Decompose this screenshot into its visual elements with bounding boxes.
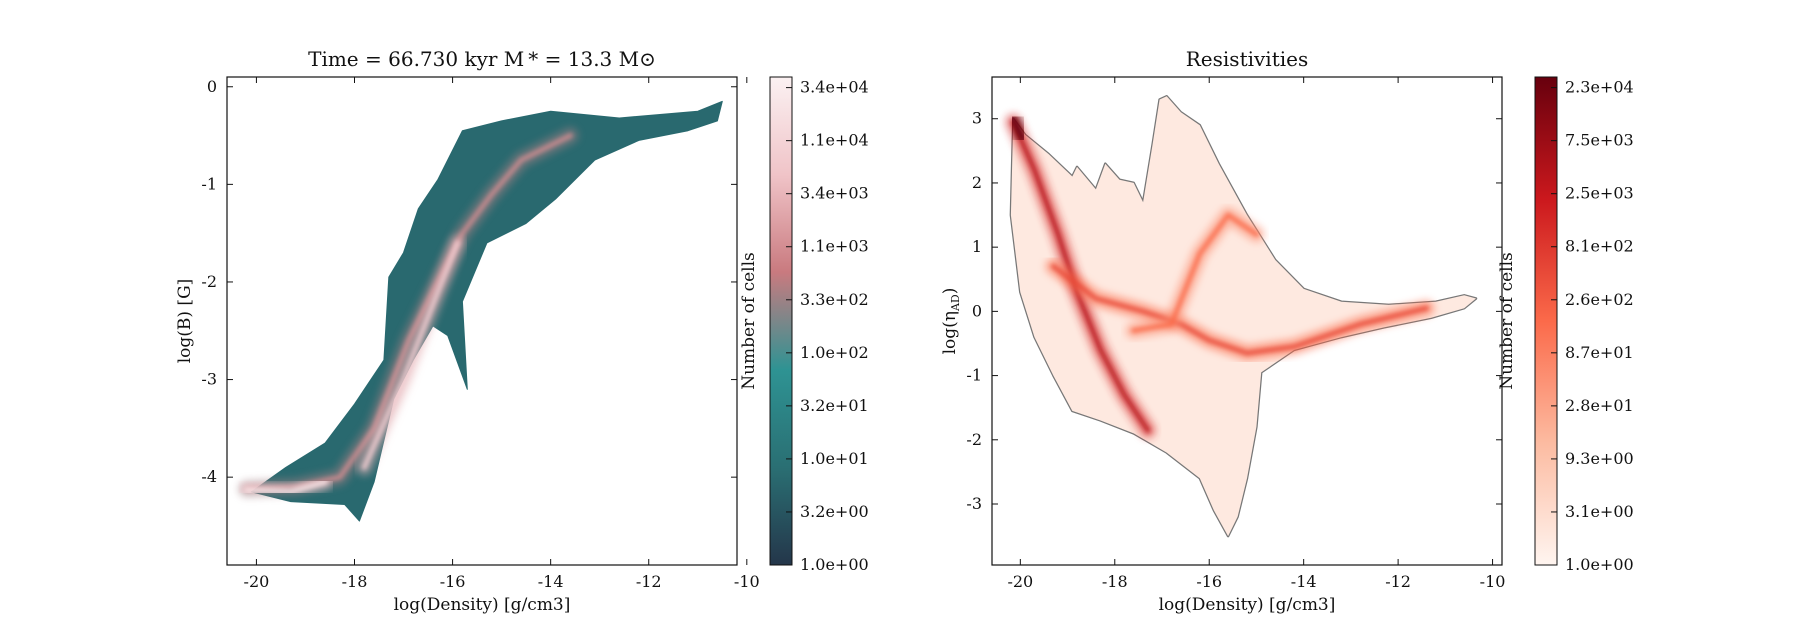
heatmap-band-core: [1050, 263, 1429, 356]
left-x-axis: -20 -18 -16 -14 -12 -10: [244, 77, 760, 591]
left-chart-title: Time = 66.730 kyr M * = 13.3 M⊙: [308, 47, 656, 71]
colorbar-tick-label: 1.0e+02: [800, 343, 869, 362]
left-plot-area: [226, 76, 738, 566]
left-panel: Time = 66.730 kyr M * = 13.3 M⊙ -20 -18 -1…: [175, 47, 869, 615]
left-y-axis: 0 -1 -2 -3 -4: [201, 77, 737, 486]
heatmap-band-core: [1131, 212, 1259, 334]
colorbar-tick-label: 3.1e+00: [1565, 502, 1634, 521]
y-tick-label: 2: [972, 173, 982, 192]
colorbar-tick-label: 3.2e+01: [800, 396, 869, 415]
y-tick-label: -2: [201, 272, 217, 291]
x-tick-label: -18: [1102, 572, 1128, 591]
right-plot-area: [991, 76, 1503, 566]
x-tick-label: -12: [1385, 572, 1411, 591]
y-tick-label: 0: [207, 77, 217, 96]
heatmap-band-core: [244, 479, 328, 495]
x-tick-label: -10: [1480, 572, 1506, 591]
x-tick-label: -16: [440, 572, 466, 591]
colorbar-tick-label: 2.5e+03: [1565, 184, 1634, 203]
colorbar-tick-label: 2.6e+02: [1565, 290, 1634, 309]
y-tick-label: 1: [972, 237, 982, 256]
y-tick-label: 3: [972, 109, 982, 128]
y-tick-label: -1: [966, 366, 982, 385]
left-x-axis-label: log(Density) [g/cm3]: [394, 595, 571, 615]
right-colorbar: 1.0e+00 3.1e+00 9.3e+00 2.8e+01 8.7e+01 2.6e+…: [1497, 76, 1634, 574]
x-tick-label: -20: [1007, 572, 1033, 591]
colorbar-tick-label: 1.1e+03: [800, 237, 869, 256]
colorbar-tick-label: 3.4e+03: [800, 184, 869, 203]
y-tick-label: -3: [966, 494, 982, 513]
y-tick-label: -2: [966, 430, 982, 449]
x-tick-label: -18: [342, 572, 368, 591]
left-colorbar-label: Number of cells: [739, 252, 759, 390]
right-panel: Resistivities -20 -18 -16 -14 -12 -10 3 2 1 0 -1 -…: [940, 47, 1634, 615]
left-heatmap: [238, 100, 723, 522]
right-chart-title: Resistivities: [1186, 47, 1308, 71]
x-tick-label: -14: [1291, 572, 1317, 591]
right-x-axis: -20 -18 -16 -14 -12 -10: [1007, 77, 1505, 591]
right-colorbar-bar: [1534, 76, 1558, 566]
left-colorbar-bar: [769, 76, 793, 566]
y-tick-label: -1: [201, 174, 217, 193]
right-plot-frame: [991, 76, 1503, 566]
colorbar-tick-label: 1.0e+01: [800, 449, 869, 468]
x-tick-label: -14: [538, 572, 564, 591]
y-tick-label: -4: [201, 467, 217, 486]
x-tick-label: -20: [244, 572, 270, 591]
y-tick-label: -3: [201, 370, 217, 389]
colorbar-tick-label: 9.3e+00: [1565, 449, 1634, 468]
colorbar-tick-label: 1.0e+00: [800, 555, 869, 574]
x-tick-label: -12: [636, 572, 662, 591]
x-tick-label: -10: [734, 572, 760, 591]
colorbar-tick-label: 3.3e+02: [800, 290, 869, 309]
y-tick-label: 0: [972, 301, 982, 320]
heatmap-region-fill: [1010, 96, 1476, 537]
heatmap-band-core: [1010, 116, 1026, 141]
right-y-axis-label: log(ηAD): [940, 288, 962, 355]
colorbar-tick-label: 2.8e+01: [1565, 396, 1634, 415]
colorbar-tick-label: 2.3e+04: [1565, 78, 1634, 97]
right-colorbar-ticks: 1.0e+00 3.1e+00 9.3e+00 2.8e+01 8.7e+01 2.6e+…: [1551, 78, 1634, 574]
right-y-axis: 3 2 1 0 -1 -2 -3: [966, 109, 1502, 513]
left-colorbar-ticks: 1.0e+00 3.2e+00 1.0e+01 3.2e+01 1.0e+02 3.3e+…: [786, 78, 869, 574]
colorbar-tick-label: 3.2e+00: [800, 502, 869, 521]
colorbar-tick-label: 3.4e+04: [800, 78, 869, 97]
colorbar-tick-label: 8.7e+01: [1565, 343, 1634, 362]
heatmap-band-core: [361, 240, 460, 470]
right-x-axis-label: log(Density) [g/cm3]: [1159, 595, 1336, 615]
left-colorbar: 1.0e+00 3.2e+00 1.0e+01 3.2e+01 1.0e+02 3.3e+…: [739, 76, 869, 574]
colorbar-tick-label: 8.1e+02: [1565, 237, 1634, 256]
right-colorbar-label: Number of cells: [1497, 252, 1517, 390]
right-heatmap: [1005, 95, 1478, 538]
left-plot-frame: [226, 76, 738, 566]
colorbar-tick-label: 7.5e+03: [1565, 131, 1634, 150]
x-tick-label: -16: [1196, 572, 1222, 591]
colorbar-tick-label: 1.0e+00: [1565, 555, 1634, 574]
colorbar-tick-label: 1.1e+04: [800, 131, 869, 150]
left-y-axis-label: log(B) [G]: [175, 279, 195, 364]
